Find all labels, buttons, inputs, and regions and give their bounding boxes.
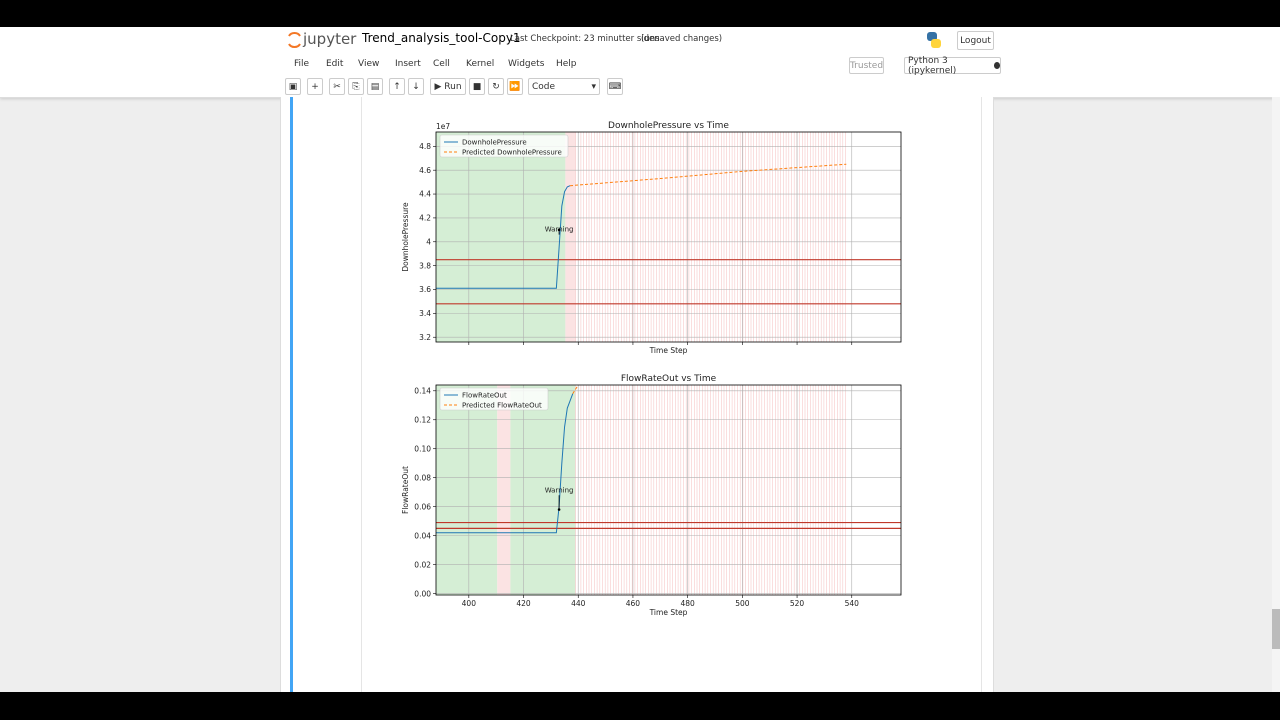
- unsaved: (unsaved changes): [641, 34, 723, 44]
- chart-title: DownholePressure vs Time: [608, 121, 729, 131]
- legend: [439, 134, 569, 158]
- logo-text: jupyter: [303, 30, 357, 48]
- chart-title: FlowRateOut vs Time: [621, 374, 717, 384]
- annotation-point: [557, 508, 561, 511]
- run-label: Run: [444, 81, 462, 92]
- y-tick-label: 0.14: [414, 386, 431, 395]
- cell-selection-bar: [290, 97, 293, 692]
- y-tick-label: 3.2: [419, 333, 431, 342]
- legend-label: DownholePressure: [462, 139, 527, 147]
- checkpoint: Last Checkpoint: 23 minutter siden: [510, 34, 660, 44]
- y-tick-label: 4.2: [419, 214, 431, 223]
- x-tick-label: 440: [571, 599, 586, 608]
- span: [497, 385, 511, 595]
- x-tick-label: 400: [462, 599, 477, 608]
- keyboard[interactable]: ⌨: [607, 78, 623, 95]
- x-tick-label: 540: [845, 599, 860, 608]
- y-tick-label: 3.8: [419, 261, 431, 270]
- menu-item[interactable]: Insert: [395, 59, 421, 69]
- scroll-thumb[interactable]: [1272, 609, 1280, 649]
- header: jupyter Trend_analysis_tool-Copy1 Last C…: [0, 27, 1280, 98]
- stop[interactable]: ■: [469, 78, 485, 95]
- y-tick-label: 4: [426, 237, 431, 246]
- axes-frame: [435, 384, 902, 596]
- x-axis-label: Time Step: [649, 608, 688, 617]
- x-tick-label: 460: [626, 599, 641, 608]
- y-tick-label: 4.8: [419, 142, 431, 151]
- output-divider: [361, 97, 362, 692]
- menu-item[interactable]: Cell: [433, 59, 450, 69]
- plot-area: [436, 385, 901, 595]
- series-line: [436, 185, 571, 289]
- x-axis-label: Time Step: [649, 346, 688, 355]
- logout-button[interactable]: Logout: [957, 31, 994, 50]
- cell-type-select[interactable]: Code ▾: [528, 78, 600, 95]
- menu-item[interactable]: Edit: [326, 59, 344, 69]
- y-tick-label: 4.4: [419, 190, 431, 199]
- series-line: [569, 163, 847, 187]
- legend-label: FlowRateOut: [462, 392, 507, 400]
- y-tick-label: 0.00: [414, 589, 431, 598]
- y-tick-label: 4.6: [419, 166, 431, 175]
- trusted[interactable]: Trusted: [849, 57, 884, 74]
- menu-item[interactable]: File: [294, 59, 310, 69]
- legend-label: Predicted DownholePressure: [462, 149, 562, 157]
- span-lines: [575, 132, 846, 342]
- offset-text: 1e7: [436, 122, 450, 131]
- cut[interactable]: ✂: [329, 78, 345, 95]
- top-bar: [0, 0, 1280, 27]
- y-tick-label: 0.04: [414, 531, 431, 540]
- menu-item[interactable]: Widgets: [508, 59, 545, 69]
- annotation-point: [557, 228, 561, 232]
- charts: 3.2 3.4 3.6 3.8 4 4.2 4.4 4.6 4.8 DownholePressur…: [401, 121, 902, 617]
- python-logo: [927, 32, 941, 48]
- series-line: [436, 393, 574, 534]
- x-tick-label: 500: [735, 599, 750, 608]
- paste[interactable]: ▤: [367, 78, 383, 95]
- restart[interactable]: ↻: [488, 78, 504, 95]
- span: [436, 385, 498, 595]
- plot-area: [436, 132, 901, 342]
- insert[interactable]: +: [307, 78, 323, 95]
- y-axis-label: FlowRateOut: [401, 466, 410, 514]
- series-line: [572, 385, 579, 394]
- x-tick-label: 480: [680, 599, 695, 608]
- save[interactable]: ▣: [285, 78, 301, 95]
- menu-item[interactable]: View: [358, 59, 380, 69]
- menu-item[interactable]: Kernel: [466, 59, 495, 69]
- span: [436, 132, 566, 342]
- legend-label: Predicted FlowRateOut: [462, 402, 542, 410]
- y-tick-label: 3.6: [419, 285, 431, 294]
- copy[interactable]: ⎘: [348, 78, 364, 95]
- x-tick-label: 520: [790, 599, 805, 608]
- y-tick-label: 0.02: [414, 560, 431, 569]
- span: [565, 132, 576, 342]
- cell-type: Code: [532, 81, 556, 92]
- kernel-status: [993, 62, 1000, 69]
- restart-run[interactable]: ⏩: [507, 78, 523, 95]
- span-lines: [575, 385, 846, 595]
- kernel-name: Python 3 (ipykernel): [908, 55, 957, 76]
- scrollbar: [1272, 97, 1280, 692]
- kernel-indicator[interactable]: Python 3 (ipykernel): [904, 55, 1001, 76]
- y-tick-label: 0.10: [414, 444, 431, 453]
- y-tick-label: 0.12: [414, 415, 431, 424]
- y-tick-label: 3.4: [419, 309, 431, 318]
- y-tick-label: 0.08: [414, 473, 431, 482]
- cell-border: [981, 97, 982, 692]
- logo-icon: [288, 32, 301, 48]
- move-up[interactable]: ↑: [389, 78, 405, 95]
- annotation: Warning: [545, 486, 574, 494]
- notebook-name[interactable]: Trend_analysis_tool-Copy1: [362, 31, 521, 45]
- toolbar: ▣ + ✂ ⎘ ▤ ↑ ↓ ▶ Run ■ ↻ ⏩ Code ▾ ⌨: [285, 78, 623, 95]
- move-down[interactable]: ↓: [408, 78, 424, 95]
- y-tick-label: 0.06: [414, 502, 431, 511]
- run-button[interactable]: ▶ Run: [430, 78, 466, 95]
- y-axis-label: DownholePressure: [401, 202, 410, 272]
- bottom-bar: [0, 692, 1280, 720]
- axes-frame: [435, 131, 902, 343]
- legend: [439, 387, 549, 411]
- x-tick-label: 420: [516, 599, 531, 608]
